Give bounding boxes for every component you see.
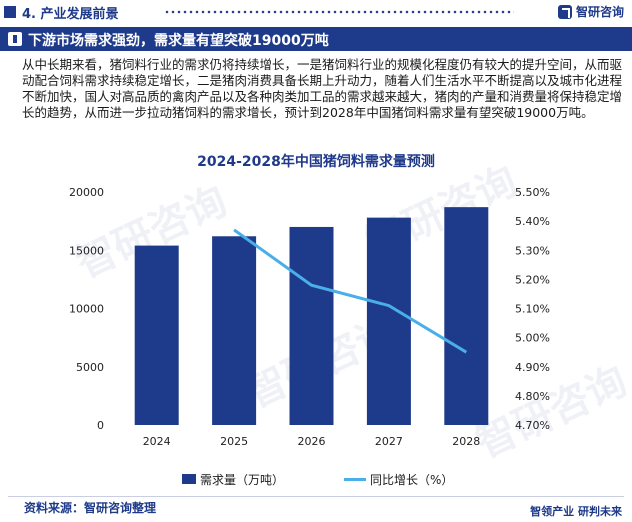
top-bar: 4. 产业发展前景 智研咨询 <box>0 0 632 24</box>
x-axis-tick-label: 2027 <box>375 435 403 448</box>
brand-logo: 智研咨询 <box>557 3 624 20</box>
right-axis-tick-label: 5.10% <box>515 303 550 316</box>
chart-legend: 需求量（万吨） 同比增长（%） <box>0 470 632 488</box>
left-axis-tick-label: 15000 <box>69 244 104 257</box>
body-paragraph: 从中长期来看，猪饲料行业的需求仍将持续增长，一是猪饲料行业的规模化程度仍有较大的… <box>22 57 623 120</box>
brand-logo-icon <box>557 4 572 19</box>
legend-demand-label: 需求量（万吨） <box>200 473 285 487</box>
headline-text: 下游市场需求强劲，需求量有望突破19000万吨 <box>28 33 329 49</box>
chart-title: 2024-2028年中国猪饲料需求量预测 <box>197 154 435 170</box>
left-axis-tick-label: 0 <box>97 419 104 432</box>
demand-bar <box>444 207 489 425</box>
right-axis-tick-label: 5.50% <box>515 186 550 199</box>
right-axis-tick-label: 4.80% <box>515 390 550 403</box>
growth-series-line <box>233 228 468 354</box>
footer-divider <box>8 496 624 497</box>
demand-bar <box>366 217 411 425</box>
demand-bar <box>134 245 179 425</box>
right-axis-tick-label: 5.00% <box>515 332 550 345</box>
right-axis-tick-label: 4.70% <box>515 419 550 432</box>
demand-chart: 0 5000 10000 15000 20000 4.70% 4.80% 4.90% 5.00… <box>69 186 550 448</box>
left-axis-tick-label: 20000 <box>69 186 104 199</box>
brand-name: 智研咨询 <box>575 5 624 19</box>
right-axis-tick-label: 5.40% <box>515 215 550 228</box>
dotted-divider <box>164 10 514 14</box>
section-marker-icon <box>4 6 16 18</box>
demand-bar <box>289 226 334 425</box>
x-axis-tick-label: 2028 <box>452 435 480 448</box>
legend-bar-swatch <box>182 474 196 484</box>
headline-banner: 下游市场需求强劲，需求量有望突破19000万吨 <box>0 27 632 51</box>
legend-line-swatch <box>344 478 366 481</box>
left-axis-tick-label: 10000 <box>69 303 104 316</box>
section-title: 4. 产业发展前景 <box>22 7 119 22</box>
right-axis-tick-label: 5.20% <box>515 273 550 286</box>
legend-growth-label: 同比增长（%） <box>370 473 454 487</box>
banner-icon <box>8 32 22 46</box>
x-axis-tick-label: 2024 <box>143 435 171 448</box>
x-axis-tick-label: 2025 <box>220 435 248 448</box>
demand-bar <box>212 236 257 425</box>
right-axis-tick-label: 4.90% <box>515 361 550 374</box>
left-axis-tick-label: 5000 <box>76 361 104 374</box>
right-axis-tick-label: 5.30% <box>515 244 550 257</box>
footer-slogan: 智领产业 研判未来 <box>530 505 622 518</box>
data-source: 资料来源：智研咨询整理 <box>24 501 157 515</box>
x-axis-tick-label: 2026 <box>298 435 326 448</box>
